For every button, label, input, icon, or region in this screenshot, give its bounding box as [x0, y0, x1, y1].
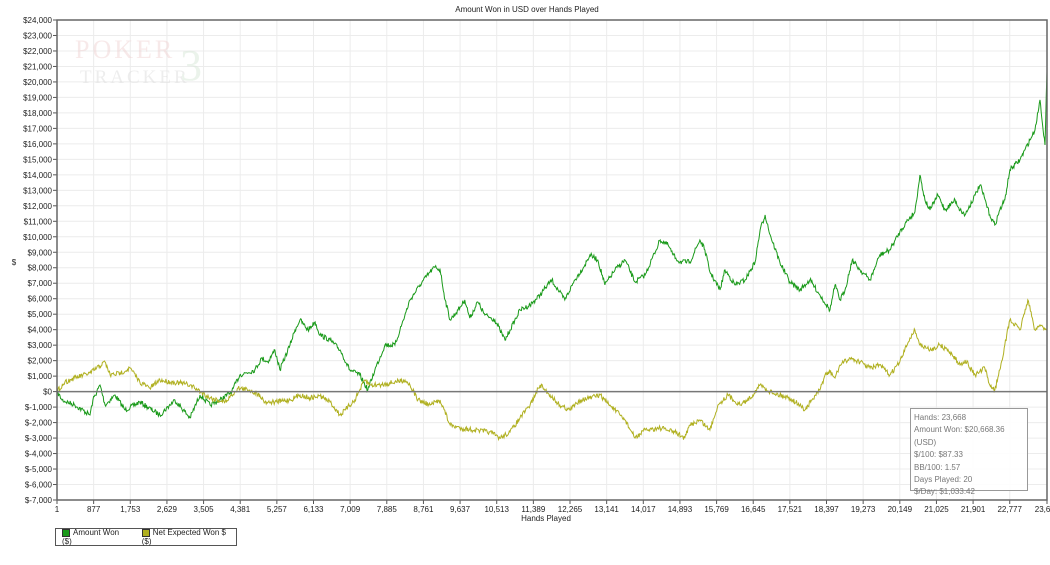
x-tick-label: 7,009 [340, 505, 361, 514]
x-tick-label: 20,149 [888, 505, 913, 514]
x-axis: 1 877 1,753 2,629 3,505 4,381 5,257 6,133 7,009 7… [55, 500, 1050, 514]
x-tick-label: 12,265 [558, 505, 583, 514]
x-tick-label: 1,753 [120, 505, 141, 514]
y-tick-label: $13,000 [23, 186, 52, 195]
y-tick-label: $14,000 [23, 171, 52, 180]
x-tick-label: 21,901 [961, 505, 986, 514]
y-tick-label: $0 [43, 388, 52, 397]
x-tick-label: 14,017 [631, 505, 656, 514]
y-tick-label: $7,000 [28, 279, 53, 288]
stats-box: Hands: 23,668 Amount Won: $20,668.36 (US… [910, 408, 1028, 496]
x-tick-label: 7,885 [377, 505, 398, 514]
legend-swatch [141, 528, 150, 537]
legend-item-amount-won[interactable]: Amount Won ($) [62, 528, 130, 546]
stat-amount-won: Amount Won: $20,668.36 (USD) [914, 425, 1005, 447]
y-tick-label: $4,000 [28, 326, 53, 335]
y-tick-label: $16,000 [23, 140, 52, 149]
x-tick-label: 15,769 [704, 505, 729, 514]
y-tick-label: $10,000 [23, 233, 52, 242]
stat-hands: Hands: 23,668 [914, 413, 967, 422]
watermark-logo: POKER TRACKER 3 [75, 35, 202, 90]
y-tick-label: $12,000 [23, 202, 52, 211]
x-tick-label: 21,025 [924, 505, 949, 514]
legend-swatch [62, 528, 70, 537]
x-tick-label: 16,645 [741, 505, 766, 514]
x-tick-label: 23,668 [1035, 505, 1050, 514]
y-tick-label: $23,000 [23, 31, 52, 40]
y-tick-label: $-6,000 [25, 481, 53, 490]
watermark-line2: TRACKER [80, 67, 190, 88]
legend-label: Net Expected Won $ ($) [141, 528, 226, 546]
watermark-num: 3 [180, 41, 202, 90]
y-tick-label: $17,000 [23, 124, 52, 133]
grid [56, 19, 1048, 501]
y-tick-label: $18,000 [23, 109, 52, 118]
y-tick-label: $21,000 [23, 62, 52, 71]
y-tick-label: $5,000 [28, 310, 53, 319]
y-tick-label: $-3,000 [25, 434, 53, 443]
y-tick-label: $6,000 [28, 295, 53, 304]
x-tick-label: 17,521 [778, 505, 803, 514]
y-tick-label: $22,000 [23, 47, 52, 56]
x-tick-label: 4,381 [230, 505, 251, 514]
watermark-line1: POKER [75, 35, 175, 64]
series-line-amount-won [56, 71, 1048, 420]
stat-bb-100: BB/100: 1.57 [914, 462, 961, 472]
x-tick-label: 877 [87, 505, 101, 514]
chart-title: Amount Won in USD over Hands Played [455, 5, 598, 14]
x-tick-label: 18,397 [814, 505, 839, 514]
y-tick-label: $2,000 [28, 357, 53, 366]
series-line-net-expected [56, 298, 1048, 442]
legend: Amount Won ($) Net Expected Won $ ($) [55, 528, 237, 546]
x-tick-label: 14,893 [668, 505, 693, 514]
x-tick-label: 3,505 [194, 505, 215, 514]
y-tick-label: $-5,000 [25, 465, 53, 474]
y-axis: $-7,000 $-6,000 $-5,000 $-4,000 $-3,000 $-2,0… [23, 16, 57, 505]
x-tick-label: 6,133 [303, 505, 324, 514]
stat-per-100: $/100: $87.33 [914, 450, 963, 460]
stat-days-played: Days Played: 20 [914, 475, 973, 485]
plot-frame [56, 19, 1048, 501]
x-tick-label: 8,761 [413, 505, 434, 514]
x-tick-label: 13,141 [594, 505, 619, 514]
stat-per-day: $/Day: $1,033.42 [914, 487, 975, 497]
x-tick-label: 2,629 [157, 505, 178, 514]
y-tick-label: $20,000 [23, 78, 52, 87]
y-tick-label: $1,000 [28, 372, 53, 381]
legend-label: Amount Won ($) [62, 528, 120, 546]
y-tick-label: $24,000 [23, 16, 52, 25]
y-tick-label: $-4,000 [25, 450, 53, 459]
legend-item-net-expected[interactable]: Net Expected Won $ ($) [141, 528, 236, 546]
y-tick-label: $8,000 [28, 264, 53, 273]
y-tick-label: $-2,000 [25, 419, 53, 428]
x-axis-label: Hands Played [521, 514, 571, 523]
x-tick-label: 19,273 [851, 505, 876, 514]
x-tick-label: 22,777 [997, 505, 1022, 514]
y-tick-label: $15,000 [23, 155, 52, 164]
x-tick-label: 1 [55, 505, 60, 514]
x-tick-label: 9,637 [450, 505, 471, 514]
x-tick-label: 11,389 [521, 505, 545, 514]
y-tick-label: $-7,000 [25, 496, 53, 505]
y-tick-label: $3,000 [28, 341, 53, 350]
x-tick-label: 10,513 [484, 505, 509, 514]
y-tick-label: $-1,000 [25, 403, 53, 412]
y-tick-label: $11,000 [24, 217, 53, 226]
y-axis-label: $ [12, 258, 17, 267]
y-tick-label: $19,000 [23, 93, 52, 102]
x-tick-label: 5,257 [267, 505, 288, 514]
y-tick-label: $9,000 [28, 248, 53, 257]
series-group [56, 71, 1048, 442]
